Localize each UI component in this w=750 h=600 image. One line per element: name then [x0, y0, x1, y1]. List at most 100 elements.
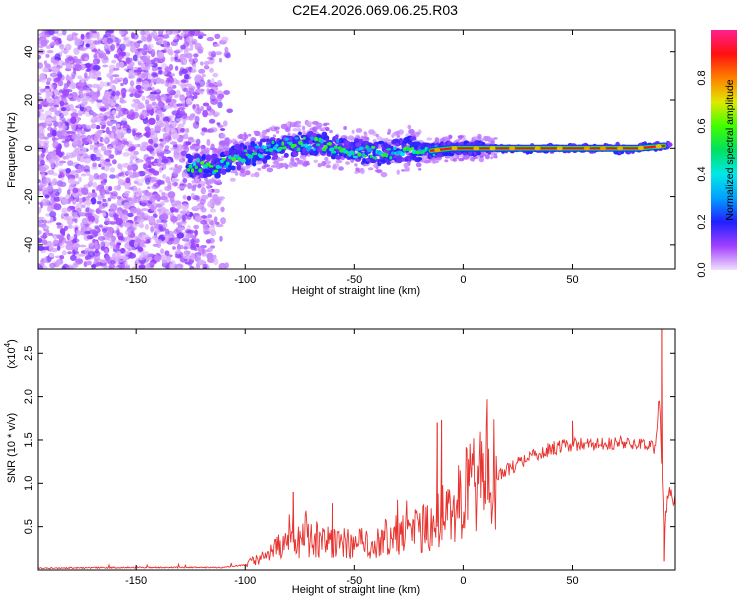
spectrogram-cell	[170, 56, 174, 62]
spectrogram-cell	[59, 181, 67, 187]
snr-y-tick-label: 2.5	[23, 346, 35, 361]
spectrogram-cell	[70, 116, 77, 124]
spectrogram-cell	[106, 220, 114, 225]
spectrogram-cell	[433, 160, 440, 164]
spectrogram-cell	[80, 33, 85, 40]
spectrogram-frame	[37, 29, 676, 270]
spectrogram-cell	[166, 256, 172, 262]
ridge-knot	[434, 147, 441, 153]
spectrogram-cell	[91, 33, 98, 39]
spectrogram-cell	[38, 104, 42, 110]
spectrogram-cell	[180, 150, 187, 156]
spectrogram-cell	[38, 166, 47, 173]
spectrogram-cell	[214, 33, 221, 39]
spectrogram-cell	[97, 112, 105, 120]
spectrogram-y-tick-label: -20	[23, 189, 35, 205]
spectrogram-cell	[126, 128, 132, 134]
spectrogram-cell	[157, 145, 163, 152]
ridge-cell	[252, 162, 257, 167]
spectrogram-cell	[194, 115, 200, 123]
spectrogram-cell	[166, 31, 171, 35]
ridge-cell	[369, 154, 373, 159]
ridge-cell	[281, 141, 285, 146]
spectrogram-signal-ridge	[185, 130, 673, 179]
spectrogram-cell	[134, 106, 139, 112]
spectrogram-cell	[110, 235, 117, 242]
spectrogram-cell	[132, 98, 140, 103]
spectrogram-cell	[50, 181, 56, 187]
spectrogram-cell	[490, 140, 495, 145]
spectrogram-cell	[115, 174, 120, 179]
spectrogram-cell	[105, 158, 111, 162]
spectrogram-cell	[354, 170, 359, 174]
ridge-cell	[273, 154, 278, 159]
spectrogram-cell	[77, 190, 83, 197]
spectrogram-cell	[151, 66, 158, 72]
spectrogram-cell	[56, 259, 61, 267]
spectrogram-cell	[71, 263, 79, 268]
spectrogram-cell	[107, 227, 114, 233]
spectrogram-cell	[48, 241, 55, 249]
spectrogram-cell	[59, 196, 64, 201]
spectrogram-cell	[116, 196, 122, 200]
spectrogram-cell	[193, 53, 199, 58]
spectrogram-cell	[415, 162, 422, 168]
spectrogram-cell	[165, 126, 170, 134]
spectrogram-cell	[172, 38, 179, 43]
spectrogram-cell	[275, 163, 282, 170]
spectrogram-cell	[192, 104, 196, 109]
spectrogram-cell	[195, 197, 201, 202]
spectrogram-cell	[191, 179, 197, 184]
spectrogram-cell	[374, 169, 381, 173]
spectrogram-cell	[399, 130, 403, 136]
spectrogram-cell	[217, 179, 222, 183]
spectrogram-cell	[162, 120, 170, 128]
spectrogram-cell	[102, 198, 107, 203]
spectrogram-cell	[203, 60, 210, 66]
spectrogram-cell	[192, 121, 200, 129]
spectrogram-cell	[154, 239, 163, 244]
spectrogram-cell	[154, 229, 160, 235]
spectrogram-cell	[234, 140, 239, 145]
spectrogram-cell	[91, 191, 98, 198]
spectrogram-cell	[161, 158, 169, 164]
spectrogram-cell	[98, 188, 106, 193]
spectrogram-cell	[415, 131, 421, 136]
spectrogram-cell	[144, 191, 152, 197]
ridge-cell	[201, 154, 206, 160]
spectrogram-cell	[67, 95, 73, 99]
spectrogram-cell	[312, 126, 318, 132]
ridge-cell	[211, 153, 218, 159]
spectrogram-cell	[197, 245, 205, 254]
spectrogram-cell	[166, 49, 172, 54]
spectrogram-cell	[132, 172, 141, 178]
spectrogram-cell	[61, 198, 69, 205]
spectrogram-cell	[95, 157, 102, 161]
spectrogram-cell	[113, 266, 120, 269]
spectrogram-cell	[38, 223, 45, 228]
spectrogram-cell	[111, 110, 117, 115]
snr-x-tick-label: -100	[234, 575, 256, 587]
spectrogram-cell	[66, 34, 74, 42]
spectrogram-cell	[184, 73, 190, 80]
spectrogram-cell	[117, 163, 122, 170]
spectrogram-cell	[217, 101, 223, 109]
spectrogram-cell	[181, 203, 190, 211]
ridge-cell	[267, 144, 271, 147]
spectrogram-cell	[45, 53, 50, 58]
ridge-cell	[253, 152, 258, 155]
snr-scale-base: (x10	[6, 347, 18, 368]
spectrogram-cell	[84, 72, 88, 78]
spectrogram-cell	[321, 160, 327, 167]
spectrogram-cell	[96, 129, 104, 135]
spectrogram-cell	[53, 120, 58, 128]
spectrogram-cell	[177, 165, 183, 170]
spectrogram-cell	[224, 46, 229, 53]
spectrogram-cell	[53, 188, 59, 193]
ridge-cell	[400, 152, 405, 157]
spectrogram-cell	[46, 80, 51, 86]
spectrogram-cell	[444, 159, 449, 163]
spectrogram-cell	[52, 172, 58, 176]
ridge-cell	[282, 146, 287, 150]
ridge-cell	[220, 168, 227, 175]
